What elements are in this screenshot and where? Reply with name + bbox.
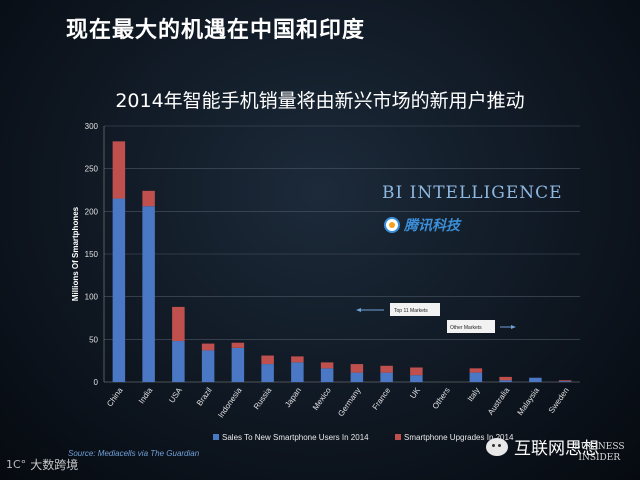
legend-label-new-users: Sales To New Smartphone Users In 2014 [222, 433, 369, 442]
bars [112, 141, 572, 382]
legend-swatch-new-users [213, 434, 219, 440]
bi-intelligence-logo: BI INTELLIGENCE [382, 183, 563, 203]
bar-new-users-china [112, 198, 126, 382]
x-tick-label-indonesia: Indonesia [216, 386, 244, 420]
bar-upgrades-germany [350, 364, 364, 373]
arrow-right-icon [511, 325, 516, 329]
business-insider-logo: BUSINESS INSIDER [574, 442, 625, 464]
x-tick-label-brazil: Brazil [195, 386, 214, 408]
dashu-watermark: 1C° 大数跨境 [6, 456, 78, 473]
bar-upgrades-indonesia [231, 342, 245, 348]
x-tick-label-others: Others [431, 386, 452, 411]
bar-upgrades-uk [410, 367, 423, 376]
bar-new-users-mexico [320, 368, 334, 382]
chart-title: 2014年智能手机销量将由新兴市场的新用户推动 [115, 90, 525, 112]
business-insider-line-1: BUSINESS [574, 442, 625, 452]
annotation-other-markets: Other Markets [447, 320, 516, 333]
annotation-other-markets-text: Other Markets [450, 325, 482, 331]
bar-upgrades-china [112, 141, 126, 199]
bar-upgrades-brazil [201, 343, 215, 351]
bar-new-users-france [380, 372, 393, 382]
annotation-other-markets-box [447, 320, 495, 333]
bar-new-users-uk [410, 375, 423, 382]
x-tick-label-sweden: Sweden [547, 386, 571, 415]
bar-new-users-sweden [558, 381, 572, 382]
bar-new-users-indonesia [231, 347, 245, 382]
y-tick-label-250: 250 [85, 165, 99, 174]
y-tick-label-0: 0 [94, 378, 99, 387]
bar-new-users-india [142, 206, 155, 382]
x-tick-label-china: China [105, 386, 125, 409]
tencent-label: 腾讯科技 [404, 218, 460, 234]
bar-upgrades-usa [172, 306, 185, 342]
business-insider-line-2: INSIDER [578, 453, 621, 463]
bar-upgrades-sweden [558, 380, 572, 382]
bar-upgrades-mexico [320, 362, 334, 369]
bar-new-users-australia [499, 380, 512, 382]
bar-upgrades-australia [499, 376, 512, 381]
bar-new-users-brazil [201, 350, 215, 382]
legend-swatch-upgrades [395, 434, 401, 440]
x-tick-label-mexico: Mexico [311, 386, 333, 412]
bar-upgrades-italy [469, 368, 483, 373]
bar-upgrades-france [380, 365, 393, 373]
x-tick-label-france: France [371, 386, 393, 412]
y-tick-label-200: 200 [85, 207, 99, 216]
legend: Sales To New Smartphone Users In 2014 Sm… [213, 433, 514, 442]
x-tick-label-india: India [137, 386, 155, 406]
dashu-label: 大数跨境 [30, 458, 79, 472]
y-tick-label-300: 300 [85, 122, 99, 131]
source-note: Source: Mediacells via The Guardian [68, 449, 200, 458]
annotation-top-markets: Top 11 Markets [356, 303, 440, 316]
dashu-logo-icon: 1C° [6, 458, 27, 471]
x-tick-label-malaysia: Malaysia [516, 386, 542, 417]
x-tick-label-australia: Australia [486, 386, 512, 417]
x-tick-label-usa: USA [167, 385, 184, 404]
tencent-tech-logo: 腾讯科技 [384, 215, 460, 235]
x-axis-labels: China India USA Brazil Indonesia Russia Japan M… [105, 385, 571, 419]
bar-new-users-japan [291, 362, 304, 382]
bar-new-users-germany [350, 372, 364, 382]
tencent-icon [384, 217, 400, 233]
annotation-top-markets-text: Top 11 Markets [394, 308, 428, 314]
arrow-left-icon [356, 308, 361, 312]
headline: 现在最大的机遇在中国和印度 [66, 18, 366, 43]
bar-upgrades-india [142, 190, 155, 207]
bar-upgrades-russia [261, 355, 274, 365]
x-tick-label-italy: Italy [466, 386, 482, 403]
bar-new-users-malaysia [529, 377, 542, 382]
bar-new-users-usa [172, 341, 185, 382]
x-tick-label-russia: Russia [252, 386, 274, 412]
x-tick-label-uk: UK [408, 385, 422, 400]
annotation-top-markets-box [390, 303, 440, 316]
y-tick-label-100: 100 [85, 293, 99, 302]
bar-new-users-italy [469, 372, 483, 382]
bar-new-users-russia [261, 364, 274, 382]
bar-upgrades-japan [291, 356, 304, 363]
y-axis-label: Millions Of Smartphones [71, 206, 80, 301]
wechat-watermark: 互联网思想 [486, 434, 599, 459]
wechat-icon [486, 437, 508, 456]
y-tick-label-150: 150 [85, 250, 99, 259]
y-tick-label-50: 50 [89, 335, 98, 344]
x-tick-label-germany: Germany [336, 386, 362, 418]
wechat-account-name: 互联网思想 [514, 439, 599, 459]
legend-label-upgrades: Smartphone Upgrades In 2014 [404, 433, 514, 442]
x-tick-label-japan: Japan [283, 386, 303, 409]
y-axis: 0 50 100 150 200 250 300 [85, 122, 105, 387]
